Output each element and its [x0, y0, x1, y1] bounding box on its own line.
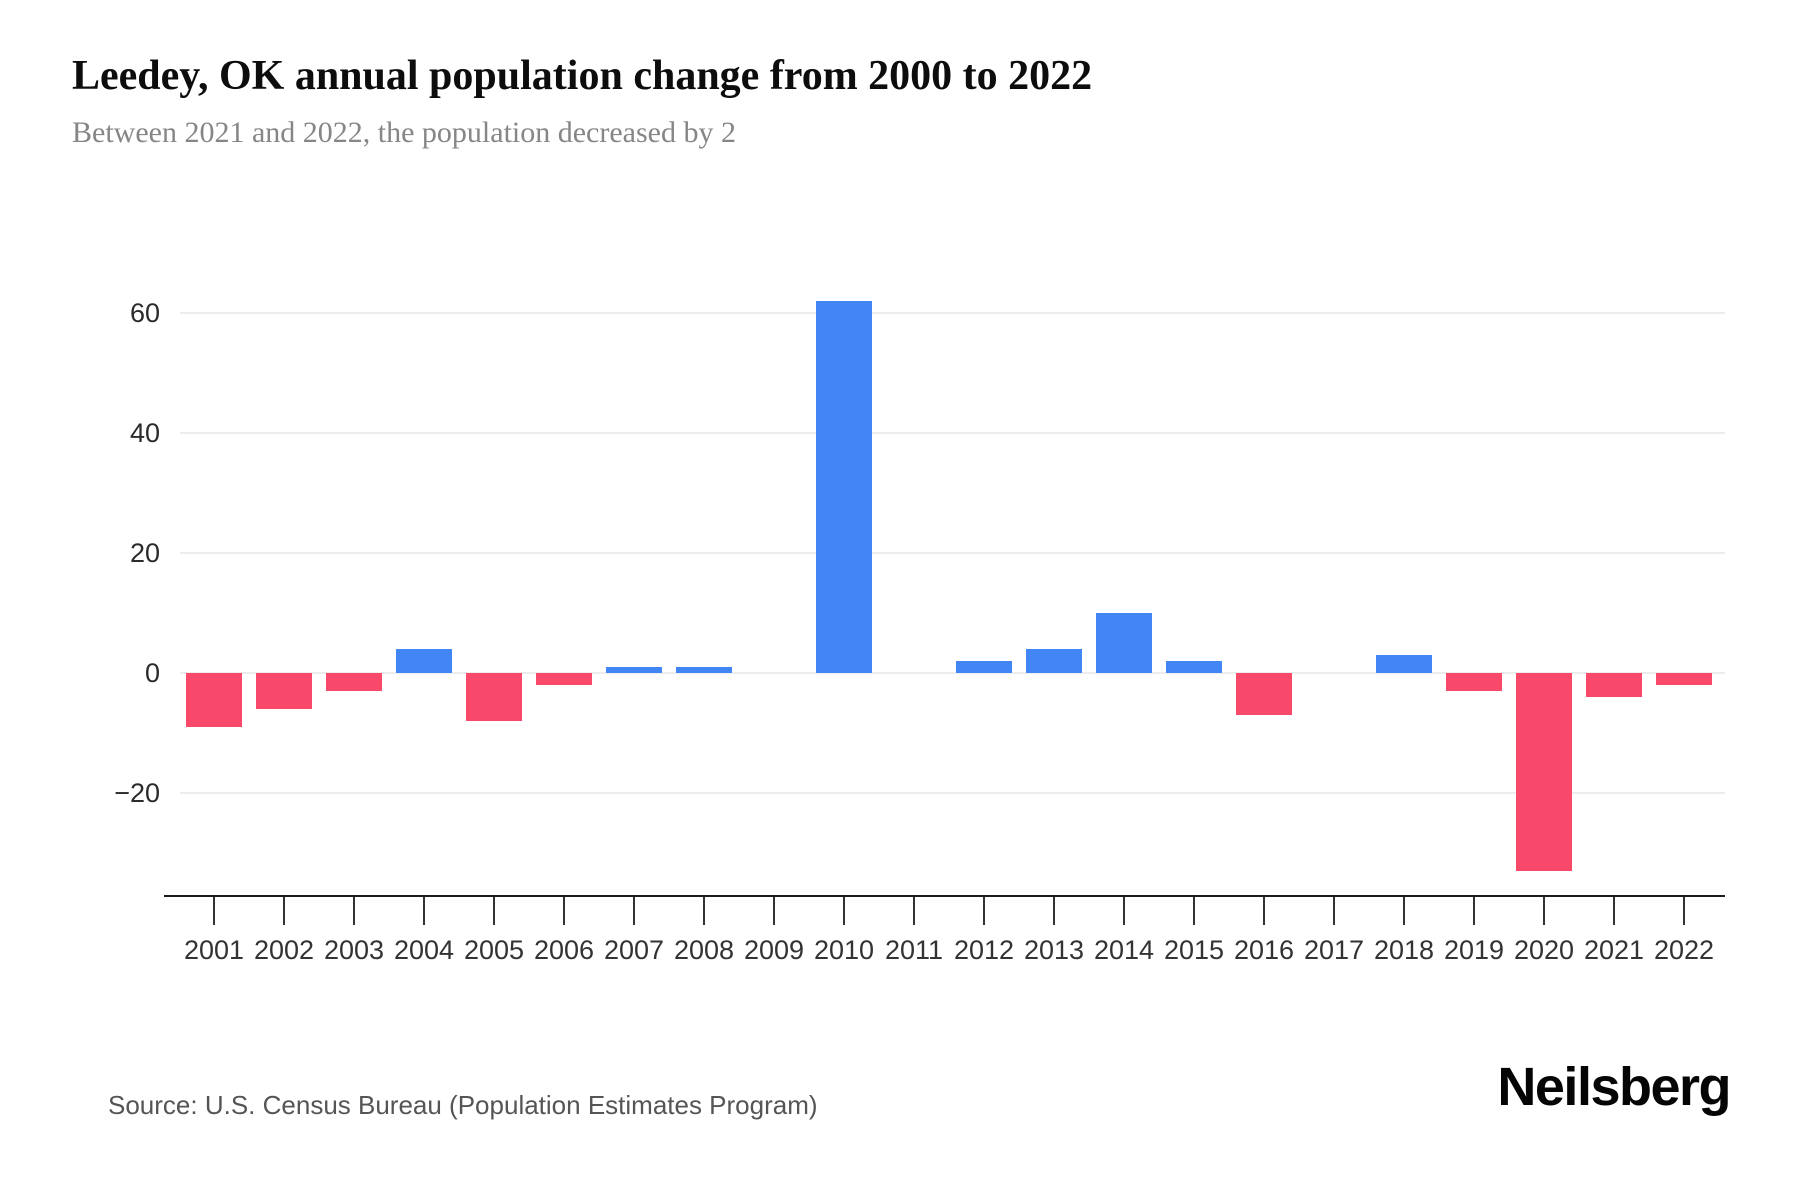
bar-2020[interactable]: [1516, 673, 1572, 871]
x-tick-2004: [423, 897, 425, 925]
gridline--20: [180, 792, 1725, 794]
y-axis-label-60: 60: [129, 298, 160, 328]
gridline-20: [180, 552, 1725, 554]
bar-2012[interactable]: [956, 661, 1012, 673]
bar-2010[interactable]: [816, 301, 872, 673]
x-axis-label-2011: 2011: [884, 935, 944, 965]
x-tick-2018: [1403, 897, 1405, 925]
chart-subtitle: Between 2021 and 2022, the population de…: [72, 116, 736, 149]
bar-2014[interactable]: [1096, 613, 1152, 673]
y-axis-label-20: 20: [129, 538, 160, 568]
x-axis-label-2016: 2016: [1233, 935, 1295, 965]
x-axis-label-2007: 2007: [603, 935, 665, 965]
x-axis-label-2005: 2005: [463, 935, 525, 965]
x-tick-2010: [843, 897, 845, 925]
x-tick-2012: [983, 897, 985, 925]
x-tick-2013: [1053, 897, 1055, 925]
bar-2006[interactable]: [536, 673, 592, 685]
x-tick-2016: [1263, 897, 1265, 925]
x-axis-line: [164, 895, 1725, 897]
x-tick-2020: [1543, 897, 1545, 925]
bar-2001[interactable]: [186, 673, 242, 727]
x-tick-2014: [1123, 897, 1125, 925]
y-axis-label-0: 0: [144, 658, 160, 688]
x-tick-2005: [493, 897, 495, 925]
gridline-60: [180, 312, 1725, 314]
bar-2003[interactable]: [326, 673, 382, 691]
x-axis-label-2019: 2019: [1443, 935, 1505, 965]
y-axis-label-40: 40: [129, 418, 160, 448]
x-tick-2021: [1613, 897, 1615, 925]
bar-chart-plot-area: 60 40 20 0 −20 2001 2002 2003 2004 2005 2006 2007 20…: [114, 245, 1725, 965]
x-axis-label-2010: 2010: [813, 935, 875, 965]
x-axis-label-2006: 2006: [533, 935, 595, 965]
x-axis-label-2021: 2021: [1583, 935, 1645, 965]
x-tick-2022: [1683, 897, 1685, 925]
x-tick-2009: [773, 897, 775, 925]
x-axis-label-2003: 2003: [323, 935, 385, 965]
x-tick-2019: [1473, 897, 1475, 925]
bar-2018[interactable]: [1376, 655, 1432, 673]
gridline-0: [180, 672, 1725, 674]
x-tick-2017: [1333, 897, 1335, 925]
x-axis-label-2022: 2022: [1653, 935, 1715, 965]
x-tick-2008: [703, 897, 705, 925]
neilsberg-logo: Neilsberg: [1497, 1057, 1731, 1117]
bar-2007[interactable]: [606, 667, 662, 673]
bar-2005[interactable]: [466, 673, 522, 721]
x-tick-2007: [633, 897, 635, 925]
bar-2013[interactable]: [1026, 649, 1082, 673]
bar-2021[interactable]: [1586, 673, 1642, 697]
x-tick-2006: [563, 897, 565, 925]
x-axis-label-2013: 2013: [1023, 935, 1085, 965]
x-axis-label-2020: 2020: [1513, 935, 1575, 965]
x-tick-2003: [353, 897, 355, 925]
bar-2008[interactable]: [676, 667, 732, 673]
x-axis-label-2015: 2015: [1163, 935, 1225, 965]
x-axis-label-2017: 2017: [1303, 935, 1365, 965]
x-axis-label-2014: 2014: [1093, 935, 1155, 965]
y-axis-label--20: −20: [114, 778, 160, 808]
x-tick-2011: [913, 897, 915, 925]
bar-2022[interactable]: [1656, 673, 1712, 685]
x-axis-label-2018: 2018: [1373, 935, 1435, 965]
x-axis-label-2012: 2012: [953, 935, 1015, 965]
x-axis-label-2008: 2008: [673, 935, 735, 965]
bar-2019[interactable]: [1446, 673, 1502, 691]
x-tick-2002: [283, 897, 285, 925]
gridline-40: [180, 432, 1725, 434]
chart-title: Leedey, OK annual population change from…: [72, 53, 1093, 99]
x-axis-label-2009: 2009: [743, 935, 805, 965]
x-tick-2015: [1193, 897, 1195, 925]
bar-2015[interactable]: [1166, 661, 1222, 673]
bar-2016[interactable]: [1236, 673, 1292, 715]
x-axis-label-2001: 2001: [183, 935, 245, 965]
x-axis-label-2002: 2002: [253, 935, 315, 965]
x-tick-2001: [213, 897, 215, 925]
bar-2004[interactable]: [396, 649, 452, 673]
bar-2002[interactable]: [256, 673, 312, 709]
source-note: Source: U.S. Census Bureau (Population E…: [108, 1090, 818, 1120]
x-axis-label-2004: 2004: [393, 935, 455, 965]
